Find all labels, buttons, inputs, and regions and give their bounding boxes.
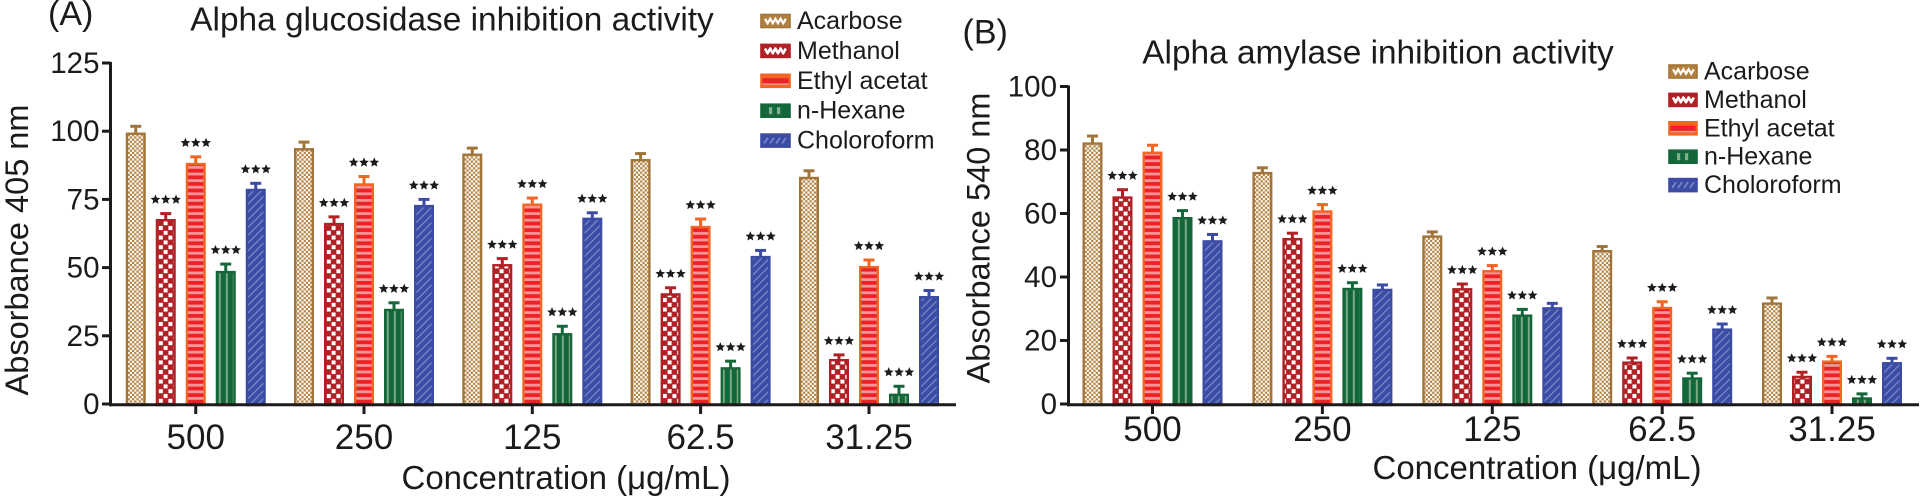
svg-text:60: 60 (1024, 198, 1057, 231)
svg-text:100: 100 (50, 115, 99, 148)
svg-text:80: 80 (1024, 134, 1057, 167)
svg-text:50: 50 (67, 252, 100, 285)
svg-text:0: 0 (83, 388, 99, 421)
svg-text:62.5: 62.5 (1628, 410, 1696, 449)
svg-text:(B): (B) (963, 14, 1008, 52)
svg-text:0: 0 (1041, 388, 1057, 421)
svg-text:Absorbance 540 nm: Absorbance 540 nm (961, 93, 997, 384)
svg-text:100: 100 (1008, 71, 1057, 104)
svg-text:Methanol: Methanol (1704, 86, 1807, 114)
svg-text:n-Hexane: n-Hexane (797, 97, 905, 125)
svg-text:Choloroform: Choloroform (1704, 171, 1842, 199)
svg-text:75: 75 (67, 183, 100, 216)
svg-text:250: 250 (335, 418, 393, 457)
svg-text:40: 40 (1024, 261, 1057, 294)
svg-text:250: 250 (1293, 410, 1351, 449)
svg-text:500: 500 (1123, 410, 1181, 449)
svg-text:Concentration (μg/mL): Concentration (μg/mL) (1373, 449, 1702, 486)
svg-text:20: 20 (1024, 325, 1057, 358)
svg-text:500: 500 (167, 418, 225, 457)
svg-text:31.25: 31.25 (1788, 410, 1876, 449)
svg-text:Absorbance 405 nm: Absorbance 405 nm (0, 105, 35, 396)
svg-text:31.25: 31.25 (825, 418, 913, 457)
svg-text:(A): (A) (48, 0, 93, 33)
svg-text:Acarbose: Acarbose (797, 7, 903, 35)
svg-text:Ethyl acetat: Ethyl acetat (797, 67, 928, 95)
svg-text:Concentration (μg/mL): Concentration (μg/mL) (402, 459, 731, 496)
svg-text:n-Hexane: n-Hexane (1704, 143, 1812, 171)
svg-text:Acarbose: Acarbose (1704, 58, 1810, 86)
svg-text:25: 25 (67, 320, 100, 353)
svg-text:Choloroform: Choloroform (797, 127, 935, 155)
svg-text:125: 125 (503, 418, 561, 457)
svg-text:125: 125 (50, 47, 99, 80)
svg-text:Methanol: Methanol (797, 37, 900, 65)
svg-text:62.5: 62.5 (667, 418, 735, 457)
svg-text:Alpha glucosidase inhibition a: Alpha glucosidase inhibition activity (190, 2, 714, 39)
svg-text:Ethyl acetat: Ethyl acetat (1704, 114, 1835, 142)
svg-text:Alpha amylase inhibition activ: Alpha amylase inhibition activity (1142, 35, 1614, 72)
svg-text:125: 125 (1463, 410, 1521, 449)
